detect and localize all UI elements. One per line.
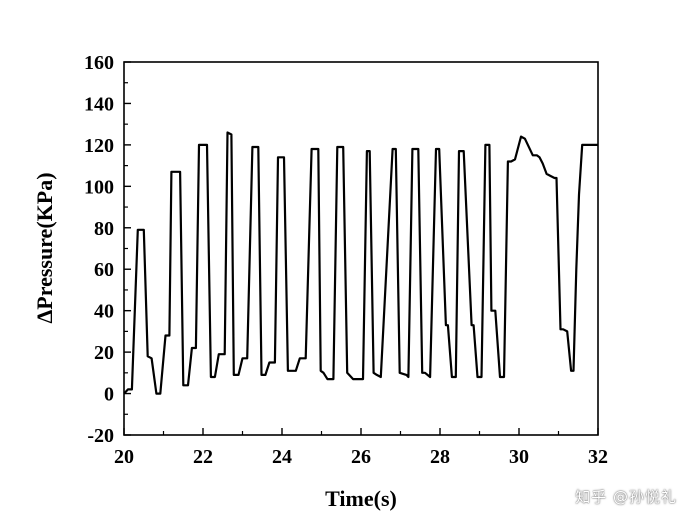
x-tick-label: 32: [588, 446, 608, 468]
y-tick-label: 80: [94, 218, 114, 240]
y-tick-label: 140: [84, 93, 114, 115]
y-tick-label: 120: [84, 135, 114, 157]
x-axis-ticks: 20 22 24 26 28 30 32: [114, 428, 608, 468]
y-tick-label: 60: [94, 259, 114, 281]
y-tick-label: 40: [94, 301, 114, 323]
y-tick-label: 160: [84, 52, 114, 74]
x-tick-label: 26: [351, 446, 371, 468]
series-line-0: [123, 131, 598, 395]
watermark: 知乎 @孙悦礼: [575, 488, 677, 506]
y-axis-ticks: -20 0 20 40 60 80 100 120 140 160: [84, 52, 131, 447]
x-tick-label: 28: [430, 446, 450, 468]
y-tick-label: 20: [94, 342, 114, 364]
y-tick-label: 100: [84, 176, 114, 198]
series-group: [123, 131, 598, 395]
x-tick-label: 20: [114, 446, 134, 468]
y-tick-label: 0: [104, 384, 114, 406]
y-axis-title: ΔPressure(KPa): [32, 172, 57, 323]
x-tick-label: 30: [509, 446, 529, 468]
x-tick-label: 22: [193, 446, 213, 468]
x-tick-label: 24: [272, 446, 292, 468]
y-tick-label: -20: [87, 425, 114, 447]
x-axis-title: Time(s): [325, 486, 397, 511]
